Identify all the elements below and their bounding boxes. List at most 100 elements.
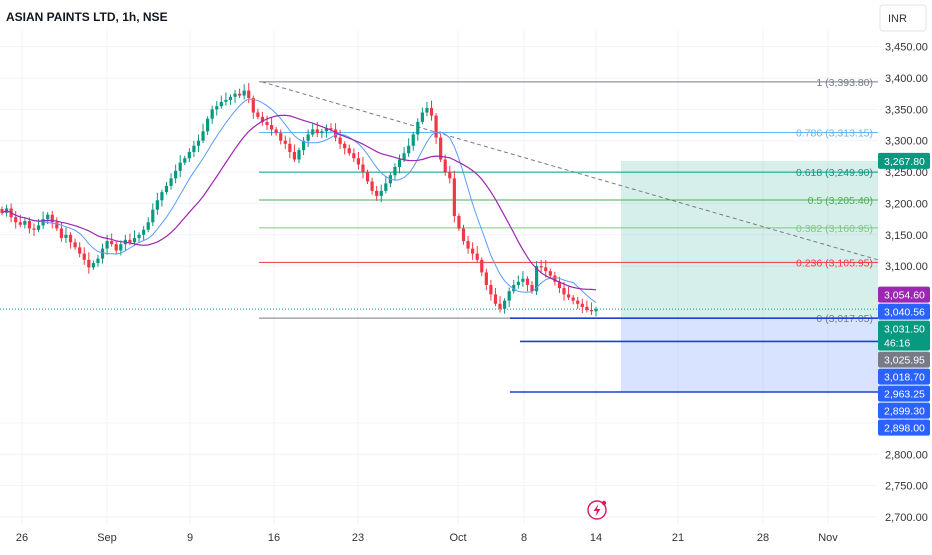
fib-label: 0.382 (3,160.95) [796, 223, 873, 235]
price-axis[interactable]: 3,450.00 3,400.00 3,350.00 3,300.00 3,250.00… [885, 42, 928, 524]
candle-body [78, 247, 82, 254]
candles [0, 83, 598, 317]
currency-button[interactable]: INR [879, 4, 927, 32]
candle-body [215, 106, 219, 110]
price-label: 3,267.80 [878, 152, 930, 169]
candle-body [59, 228, 63, 238]
candle-body [137, 234, 141, 238]
candle-body [480, 259, 484, 273]
candle-body [356, 158, 360, 165]
x-tick-label: 23 [352, 532, 364, 544]
candle-body [370, 181, 374, 191]
candle-body [14, 217, 18, 223]
candle-body [105, 241, 109, 249]
candle-body [361, 164, 365, 173]
price-label: 3,054.60 [878, 286, 930, 303]
x-tick-label: Sep [97, 532, 117, 544]
trend-line [261, 81, 879, 261]
candle-body [292, 152, 297, 160]
fib-label: 1 (3,393.80) [816, 77, 873, 89]
candle-body [132, 237, 137, 243]
candle-body [338, 137, 342, 144]
x-tick-label: 26 [16, 532, 28, 544]
candle-body [507, 291, 511, 301]
candle-body [580, 303, 584, 307]
candle-body [201, 131, 205, 141]
fib-label: 0.5 (3,205.40) [808, 195, 873, 207]
candle-body [64, 234, 68, 238]
x-tick-label: 28 [757, 532, 769, 544]
moving-averages [1, 98, 597, 303]
x-tick-label: 8 [521, 532, 527, 544]
candle-body [110, 241, 114, 245]
moving-average-fast [1, 98, 597, 303]
price-label: 2,898.00 [878, 419, 930, 436]
candle-body [55, 222, 59, 229]
y-tick-label: 3,300.00 [885, 136, 928, 148]
candle-body [96, 258, 100, 264]
candle-body [128, 239, 132, 243]
y-tick-label: 2,700.00 [885, 512, 928, 524]
candle-body [233, 93, 237, 97]
candle-body [100, 248, 105, 259]
grid-lines [0, 30, 878, 525]
price-label-bg [878, 152, 930, 169]
candle-body [142, 229, 146, 235]
candle-body [0, 209, 4, 213]
candle-body [315, 129, 319, 134]
candle-body [379, 190, 383, 196]
lightning-icon[interactable] [587, 500, 607, 520]
profit-zone [621, 160, 878, 319]
candle-body [169, 178, 173, 186]
y-tick-label: 3,450.00 [885, 42, 928, 54]
currency-label[interactable]: INR [888, 13, 907, 25]
candle-body [416, 121, 420, 135]
x-tick-label: 16 [268, 532, 280, 544]
candle-body [553, 275, 557, 282]
x-tick-label: Nov [818, 532, 838, 544]
price-label-text: 2,898.00 [884, 423, 925, 435]
moving-average-slow [1, 114, 597, 291]
time-axis[interactable]: 26 Sep 9 16 23 Oct 8 14 21 28 Nov [16, 532, 838, 544]
price-label-text: 2,899.30 [884, 406, 925, 418]
candle-body [571, 297, 575, 301]
candle-body [164, 185, 169, 193]
candle-body [443, 159, 447, 173]
candle-body [196, 140, 201, 146]
candle-body [576, 300, 580, 304]
candle-body [119, 244, 123, 251]
candle-body [228, 96, 233, 100]
candle-body [333, 129, 338, 138]
candle-body [343, 143, 347, 149]
drawing-overlay: 1 (3,393.80) 0.786 (3,313.15) 0.618 (3,249… [0, 77, 879, 393]
price-label-text: 3,040.56 [884, 307, 925, 319]
candle-body [68, 234, 73, 243]
price-label-bg [878, 402, 930, 419]
candle-body [224, 99, 228, 102]
candle-body [548, 271, 552, 276]
price-label-bg [878, 385, 930, 402]
price-label-bg [878, 303, 930, 320]
price-label-bg [878, 286, 930, 303]
price-label-bg [878, 320, 930, 351]
candle-body [27, 220, 32, 229]
candle-body [242, 90, 246, 96]
price-label-bg [878, 419, 930, 436]
countdown-text: 46:16 [884, 338, 910, 350]
candle-body [329, 128, 333, 130]
candle-body [466, 241, 470, 249]
candle-body [352, 153, 356, 159]
candle-body [114, 244, 118, 251]
candle-body [151, 209, 155, 223]
fib-label: 0.236 (3,105.95) [796, 257, 873, 269]
candle-body [512, 284, 516, 292]
x-tick-label: 14 [590, 532, 602, 544]
y-tick-label: 3,250.00 [885, 167, 928, 179]
candle-body [503, 300, 507, 309]
candle-body [206, 118, 210, 132]
candle-body [471, 248, 475, 254]
candle-body [192, 145, 196, 153]
candle-body [187, 152, 191, 159]
candle-body [516, 281, 520, 285]
